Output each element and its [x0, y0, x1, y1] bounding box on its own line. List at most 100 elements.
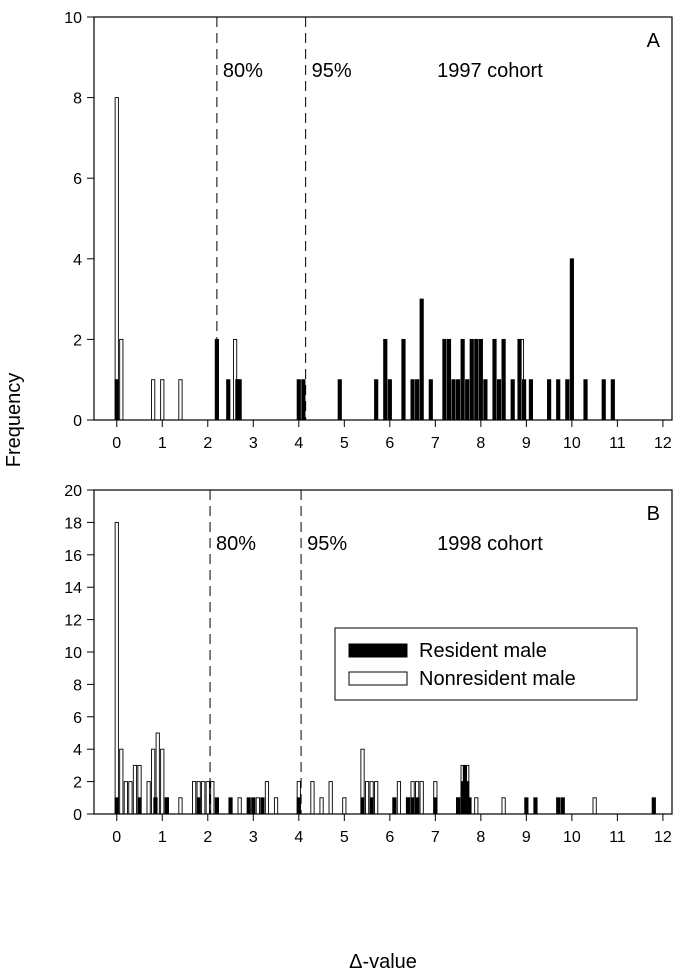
y-tick-label: 16 — [64, 548, 82, 565]
resident-bar-12 — [410, 379, 415, 421]
resident-bar-24 — [533, 797, 538, 815]
resident-bar-27 — [651, 797, 656, 815]
resident-bar-25 — [483, 379, 488, 421]
resident-bar-20 — [460, 338, 465, 421]
x-tick-label: 7 — [431, 435, 440, 452]
nonresident-bar-2 — [151, 379, 156, 421]
nonresident-bar-34 — [419, 781, 424, 815]
nonresident-bar-22 — [310, 781, 315, 815]
resident-bar-8 — [374, 379, 379, 421]
x-tick-label: 6 — [385, 435, 394, 452]
y-tick-label: 12 — [64, 613, 82, 630]
resident-bar-13 — [392, 797, 397, 815]
resident-bar-25 — [556, 797, 561, 815]
y-tick-label: 2 — [73, 332, 82, 349]
x-tick-label: 4 — [294, 829, 303, 846]
y-tick-label: 0 — [73, 807, 82, 824]
nonresident-bar-3 — [160, 379, 165, 421]
resident-bar-19 — [456, 379, 461, 421]
x-tick-label: 3 — [249, 829, 258, 846]
x-tick-label: 1 — [158, 829, 167, 846]
nonresident-bar-18 — [255, 797, 260, 815]
resident-bar-5 — [214, 797, 219, 815]
resident-bar-9 — [260, 797, 265, 815]
nonresident-bar-30 — [396, 781, 402, 815]
nonresident-bar-41 — [592, 797, 597, 815]
resident-bar-26 — [560, 797, 565, 815]
y-tick-label: 20 — [64, 483, 82, 500]
resident-bar-16 — [442, 338, 447, 421]
resident-bar-18 — [451, 379, 456, 421]
nonresident-bar-29 — [374, 781, 379, 815]
x-tick-label: 11 — [609, 829, 626, 846]
resident-bar-15 — [410, 797, 415, 815]
resident-bar-22 — [469, 338, 474, 421]
resident-bar-24 — [478, 338, 483, 421]
x-tick-label: 10 — [563, 435, 581, 452]
resident-bar-21 — [465, 379, 470, 421]
resident-bar-23 — [474, 338, 479, 421]
x-tick-label: 11 — [609, 435, 626, 452]
nonresident-bar-15 — [205, 781, 210, 815]
resident-bar-2 — [226, 379, 231, 421]
nonresident-bar-14 — [201, 781, 206, 815]
resident-bar-11 — [401, 338, 406, 421]
y-tick-label: 4 — [73, 252, 82, 269]
x-tick-label: 2 — [203, 435, 212, 452]
cohort-label: 1997 cohort — [437, 60, 543, 82]
resident-bar-23 — [524, 797, 529, 815]
resident-bar-17 — [446, 338, 452, 421]
resident-bar-31 — [522, 379, 527, 421]
x-tick-label: 8 — [476, 435, 485, 452]
resident-bar-14 — [405, 797, 411, 815]
cohort-label: 1998 cohort — [437, 533, 543, 555]
threshold-label-0: 80% — [223, 60, 263, 82]
resident-bar-5 — [296, 379, 301, 421]
panel-b: 80% 95%0 1 2 3 4 5 6 7 8 9 10 11 1202468101214161820B… — [64, 483, 673, 846]
y-tick-label: 10 — [64, 645, 82, 662]
y-tick-label: 0 — [73, 413, 82, 430]
resident-bar-4 — [196, 797, 201, 815]
resident-bar-34 — [556, 379, 561, 421]
resident-bar-39 — [610, 379, 615, 421]
x-tick-label: 2 — [203, 829, 212, 846]
threshold-label-1: 95% — [307, 533, 347, 555]
y-tick-label: 2 — [73, 775, 82, 792]
resident-bar-13 — [415, 379, 420, 421]
legend-swatch-nonresident — [348, 671, 408, 686]
nonresident-bar-6 — [146, 781, 151, 815]
nonresident-bar-4 — [178, 379, 183, 421]
nonresident-bar-17 — [237, 797, 242, 815]
nonresident-bar-40 — [501, 797, 506, 815]
nonresident-bar-0 — [114, 521, 119, 815]
resident-bar-2 — [153, 797, 158, 815]
resident-bar-22 — [467, 797, 472, 815]
x-tick-label: 6 — [385, 829, 394, 846]
panel-letter: B — [647, 503, 660, 525]
resident-bar-16 — [415, 797, 420, 815]
y-tick-label: 10 — [64, 10, 82, 27]
nonresident-bar-39 — [474, 797, 479, 815]
x-tick-label: 7 — [431, 829, 440, 846]
resident-bar-6 — [301, 379, 306, 421]
x-tick-label: 12 — [654, 435, 672, 452]
legend-swatch-resident — [348, 643, 408, 658]
nonresident-bar-3 — [128, 781, 133, 815]
resident-bar-0 — [114, 379, 119, 421]
x-tick-label: 0 — [112, 829, 121, 846]
y-tick-label: 8 — [73, 91, 82, 108]
resident-bar-38 — [601, 379, 606, 421]
nonresident-bar-27 — [364, 781, 370, 815]
y-tick-label: 4 — [73, 742, 82, 759]
resident-bar-27 — [496, 379, 502, 421]
threshold-label-0: 80% — [216, 533, 256, 555]
resident-bar-29 — [510, 379, 515, 421]
x-tick-label: 8 — [476, 829, 485, 846]
nonresident-bar-16 — [210, 781, 215, 815]
resident-bar-33 — [547, 379, 552, 421]
x-tick-label: 3 — [249, 435, 258, 452]
nonresident-bar-25 — [342, 797, 347, 815]
resident-bar-12 — [369, 797, 374, 815]
